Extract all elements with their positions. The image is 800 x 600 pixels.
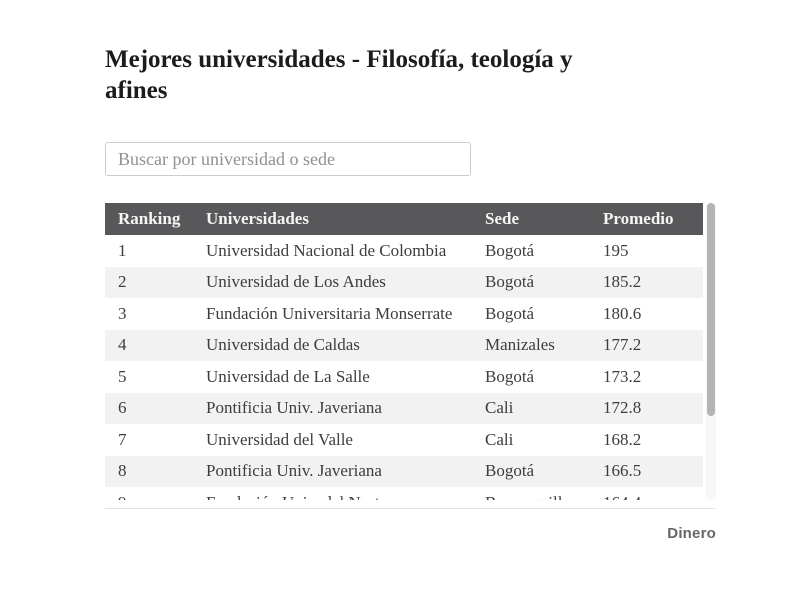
cell-ranking: 1 bbox=[118, 240, 127, 260]
bottom-divider bbox=[105, 508, 716, 509]
cell-promedio: 166.5 bbox=[603, 461, 642, 481]
page-title-line-1: Mejores universidades - Filosofía, teolo… bbox=[105, 46, 573, 73]
cell-sede: Bogotá bbox=[485, 272, 535, 292]
cell-ranking: 9 bbox=[105, 493, 206, 500]
page-title: Mejores universidades - Filosofía, teolo… bbox=[105, 44, 573, 106]
table-row: 6 Pontificia Univ. Javeriana Cali 172.8 bbox=[105, 392, 703, 424]
cell-universidad: Universidad de Caldas bbox=[206, 335, 360, 355]
cell-ranking: 7 bbox=[118, 429, 127, 449]
cell-sede: Bogotá bbox=[485, 303, 535, 323]
cell-promedio: 195 bbox=[603, 240, 629, 260]
search-input[interactable] bbox=[105, 142, 471, 176]
cell-promedio: 172.8 bbox=[603, 398, 642, 418]
cell-sede: Cali bbox=[485, 398, 514, 418]
header-cell-promedio: Promedio bbox=[603, 209, 674, 228]
cell-universidad: Universidad del Valle bbox=[206, 429, 353, 449]
table-row: 8 Pontificia Univ. Javeriana Bogotá 166.… bbox=[105, 455, 703, 487]
cell-sede: Manizales bbox=[485, 335, 555, 355]
table-row: 7 Universidad del Valle Cali 168.2 bbox=[105, 424, 703, 456]
cell-promedio: 177.2 bbox=[603, 335, 642, 355]
cell-ranking: 6 bbox=[118, 398, 127, 418]
table-row: 3 Fundación Universitaria Monserrate Bog… bbox=[105, 298, 703, 330]
cell-promedio: 164.4 bbox=[603, 493, 703, 500]
dinero-logo: Dinero bbox=[667, 525, 716, 542]
cell-promedio: 180.6 bbox=[603, 303, 642, 323]
table-row: 9 Fundación Univ. del Norte Barranquilla… bbox=[105, 487, 703, 500]
cell-universidad: Pontificia Univ. Javeriana bbox=[206, 398, 382, 418]
ranking-table: Ranking Universidades Sede Promedio 1 Un… bbox=[105, 203, 703, 500]
table-row: 4 Universidad de Caldas Manizales 177.2 bbox=[105, 329, 703, 361]
table-header: Ranking Universidades Sede Promedio bbox=[105, 203, 703, 235]
cell-universidad: Pontificia Univ. Javeriana bbox=[206, 461, 382, 481]
cell-sede: Barranquilla bbox=[485, 493, 603, 500]
header-cell-universidades: Universidades bbox=[206, 209, 309, 228]
table-row: 2 Universidad de Los Andes Bogotá 185.2 bbox=[105, 266, 703, 298]
cell-sede: Bogotá bbox=[485, 366, 535, 386]
header-cell-ranking: Ranking bbox=[118, 209, 181, 228]
table-row: 5 Universidad de La Salle Bogotá 173.2 bbox=[105, 361, 703, 393]
cell-ranking: 2 bbox=[118, 272, 127, 292]
page-title-line-2: afines bbox=[105, 77, 168, 104]
table-scrollbar-thumb[interactable] bbox=[707, 203, 715, 416]
cell-ranking: 4 bbox=[118, 335, 127, 355]
cell-universidad: Universidad de La Salle bbox=[206, 366, 370, 386]
cell-universidad: Fundación Universitaria Monserrate bbox=[206, 303, 453, 323]
cell-sede: Cali bbox=[485, 429, 514, 449]
cell-universidad: Fundación Univ. del Norte bbox=[206, 493, 485, 500]
cell-ranking: 5 bbox=[118, 366, 127, 386]
cell-ranking: 3 bbox=[118, 303, 127, 323]
table-scrollbar-track[interactable] bbox=[706, 203, 716, 500]
cell-promedio: 185.2 bbox=[603, 272, 642, 292]
header-cell-sede: Sede bbox=[485, 209, 519, 228]
table-body: 1 Universidad Nacional de Colombia Bogot… bbox=[105, 235, 703, 500]
cell-universidad: Universidad de Los Andes bbox=[206, 272, 386, 292]
cell-sede: Bogotá bbox=[485, 461, 535, 481]
cell-universidad: Universidad Nacional de Colombia bbox=[206, 240, 447, 260]
table-row: 1 Universidad Nacional de Colombia Bogot… bbox=[105, 235, 703, 267]
cell-sede: Bogotá bbox=[485, 240, 535, 260]
cell-ranking: 8 bbox=[118, 461, 127, 481]
cell-promedio: 168.2 bbox=[603, 429, 642, 449]
cell-promedio: 173.2 bbox=[603, 366, 642, 386]
